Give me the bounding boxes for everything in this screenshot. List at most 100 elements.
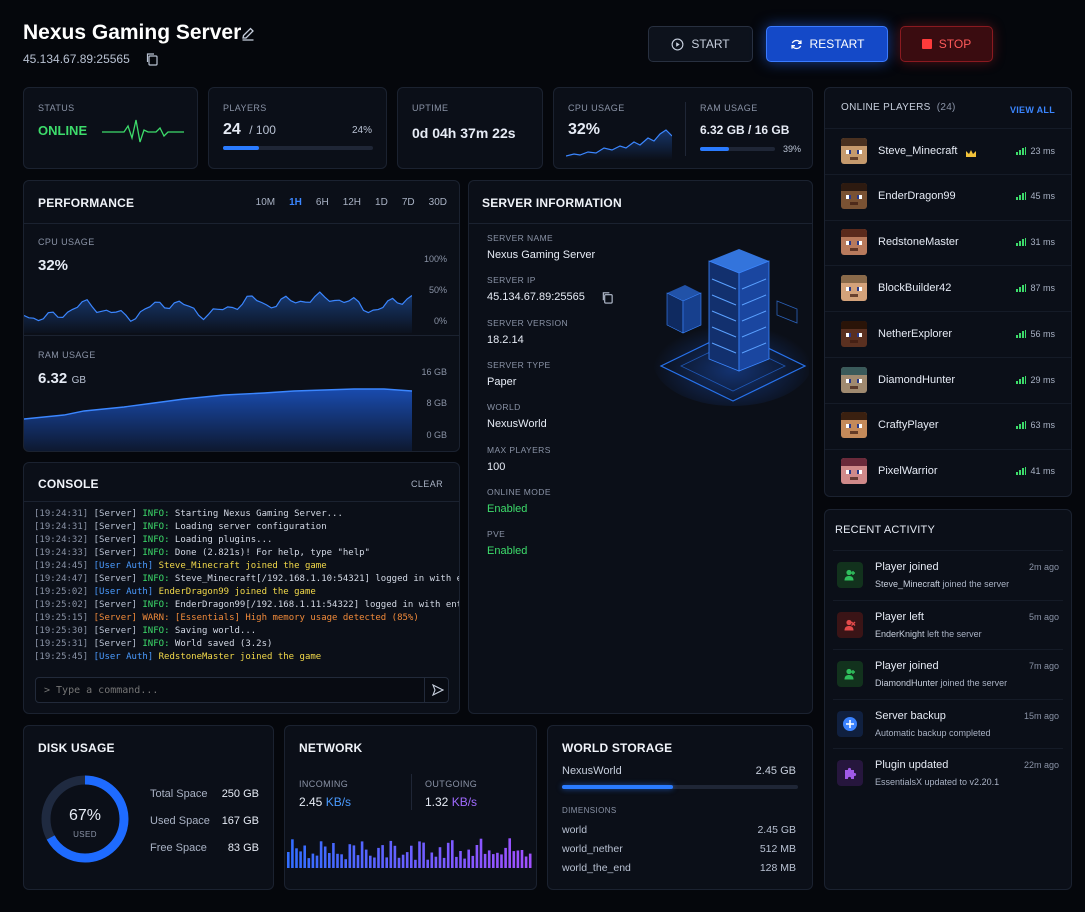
- avatar-mouth: [850, 339, 858, 343]
- activity-item[interactable]: Player joined Steve_Minecraft joined the …: [833, 550, 1063, 598]
- player-name: CraftyPlayer: [878, 419, 939, 432]
- players-bar-fill: [223, 146, 259, 150]
- avatar-pupil: [857, 470, 859, 475]
- network-bar-chart: [287, 838, 532, 868]
- activity-item[interactable]: Plugin updated EssentialsX updated to v2.…: [833, 748, 1063, 796]
- range-tab-7d[interactable]: 7D: [401, 197, 415, 208]
- activity-detail: Steve_Minecraft joined the server: [875, 579, 1009, 589]
- range-tab-30d[interactable]: 30D: [428, 197, 447, 208]
- range-tab-1d[interactable]: 1D: [375, 197, 388, 208]
- signal-icon: [1016, 375, 1027, 384]
- player-row[interactable]: PixelWarrior 41 ms: [825, 448, 1071, 493]
- stop-button[interactable]: STOP: [900, 26, 993, 62]
- cpu-line-chart: [24, 291, 412, 333]
- network-bar: [520, 850, 524, 868]
- console-source: [Server]: [93, 522, 137, 532]
- player-row[interactable]: Steve_Minecraft 23 ms: [825, 128, 1071, 172]
- console-level: INFO:: [142, 639, 170, 649]
- console-line: [19:24:32] [Server] INFO: Loading plugin…: [34, 534, 454, 547]
- page-title: Nexus Gaming Server: [23, 21, 242, 44]
- server-illustration: [653, 249, 809, 406]
- disk-percent: 67%: [68, 807, 102, 824]
- network-bar: [496, 852, 499, 868]
- dimension-name: world_the_end: [562, 862, 631, 874]
- command-input[interactable]: [36, 678, 448, 702]
- copy-ip-icon[interactable]: [601, 291, 614, 304]
- player-row[interactable]: RedstoneMaster 31 ms: [825, 219, 1071, 264]
- player-ping-value: 31 ms: [1030, 237, 1055, 248]
- activity-user: EnderKnight: [875, 628, 925, 639]
- player-ping-value: 23 ms: [1030, 145, 1055, 156]
- player-avatar: [841, 137, 867, 164]
- avatar-hair: [841, 458, 867, 467]
- range-tab-1h[interactable]: 1H: [289, 197, 302, 208]
- player-avatar: [841, 320, 867, 347]
- network-bar: [381, 845, 384, 868]
- console-time: [19:25:30]: [34, 626, 89, 636]
- player-name: NetherExplorer: [878, 327, 952, 340]
- avatar-eye: [857, 195, 862, 200]
- cpu-label: CPU USAGE: [568, 103, 625, 113]
- console-source: [User Auth]: [93, 587, 154, 597]
- network-bar: [377, 847, 380, 868]
- console-time: [19:24:31]: [34, 509, 89, 519]
- console-time: [19:25:45]: [34, 652, 89, 662]
- range-tabs: 10M 1H 6H 12H 1D 7D 30D: [242, 197, 447, 208]
- player-row[interactable]: EnderDragon99 45 ms: [825, 173, 1071, 218]
- restart-button[interactable]: RESTART: [766, 26, 888, 62]
- view-all-link[interactable]: VIEW ALL: [1009, 105, 1055, 115]
- console-line: [19:24:45] [User Auth] Steve_Minecraft j…: [34, 560, 454, 573]
- uptime-label: UPTIME: [412, 103, 449, 113]
- player-row[interactable]: NetherExplorer 56 ms: [825, 311, 1071, 355]
- activity-item[interactable]: Player left EnderKnight left the server 5m…: [833, 599, 1063, 648]
- signal-icon: [1016, 238, 1027, 247]
- player-row[interactable]: DiamondHunter 29 ms: [825, 357, 1071, 401]
- activity-item[interactable]: Server backup Automatic backup completed 1…: [833, 698, 1063, 747]
- avatar-eye: [857, 286, 862, 291]
- range-tab-12h[interactable]: 12H: [342, 197, 362, 208]
- console-clear-button[interactable]: CLEAR: [410, 479, 443, 489]
- network-bar: [405, 852, 409, 868]
- avatar-pupil: [857, 378, 859, 383]
- player-avatar: [841, 229, 867, 256]
- uptime-card: UPTIME 0d 04h 37m 22s: [397, 87, 543, 169]
- send-icon: [431, 684, 444, 696]
- network-bar: [369, 855, 372, 868]
- console-source: [Server]: [93, 548, 137, 558]
- network-bar: [430, 852, 434, 868]
- stop-icon: [921, 39, 932, 49]
- server-ip-label: SERVER IP: [487, 275, 536, 286]
- range-tab-6h[interactable]: 6H: [315, 197, 329, 208]
- console-time: [19:25:15]: [34, 613, 89, 623]
- online-players-count: (24): [936, 102, 956, 113]
- avatar-pupil: [849, 286, 851, 291]
- console-message: Steve_Minecraft joined the game: [158, 561, 327, 571]
- signal-icon: [1016, 467, 1027, 476]
- console-output: [19:24:31] [Server] INFO: Starting Nexus…: [34, 508, 459, 664]
- network-bar: [299, 851, 302, 868]
- avatar-pupil: [849, 332, 851, 337]
- start-label: START: [691, 37, 730, 51]
- console-source: [User Auth]: [93, 561, 154, 571]
- player-row[interactable]: CraftyPlayer 63 ms: [825, 402, 1071, 447]
- avatar-pupil: [857, 424, 859, 429]
- console-message: RedstoneMaster joined the game: [158, 652, 322, 662]
- console-source: [Server]: [93, 626, 137, 636]
- avatar-pupil: [849, 241, 851, 246]
- activity-detail: EssentialsX updated to v2.20.1: [875, 777, 999, 787]
- console-level: INFO:: [142, 600, 170, 610]
- player-row[interactable]: BlockBuilder42 87 ms: [825, 265, 1071, 309]
- send-button[interactable]: [424, 677, 450, 703]
- copy-icon[interactable]: [145, 52, 159, 66]
- activity-title: Player joined: [875, 561, 939, 573]
- console-time: [19:24:31]: [34, 522, 89, 532]
- console-source: [Server]: [93, 509, 137, 519]
- activity-item[interactable]: Player joined DiamondHunter joined the se…: [833, 649, 1063, 697]
- start-button[interactable]: START: [648, 26, 753, 62]
- avatar-pupil: [849, 470, 851, 475]
- performance-card: PERFORMANCE 10M 1H 6H 12H 1D 7D 30D CPU USAGE …: [23, 180, 460, 452]
- edit-icon[interactable]: [240, 26, 256, 42]
- range-tab-10m[interactable]: 10M: [255, 197, 276, 208]
- player-ping: 29 ms: [1016, 375, 1055, 385]
- command-input-wrap: [35, 677, 449, 703]
